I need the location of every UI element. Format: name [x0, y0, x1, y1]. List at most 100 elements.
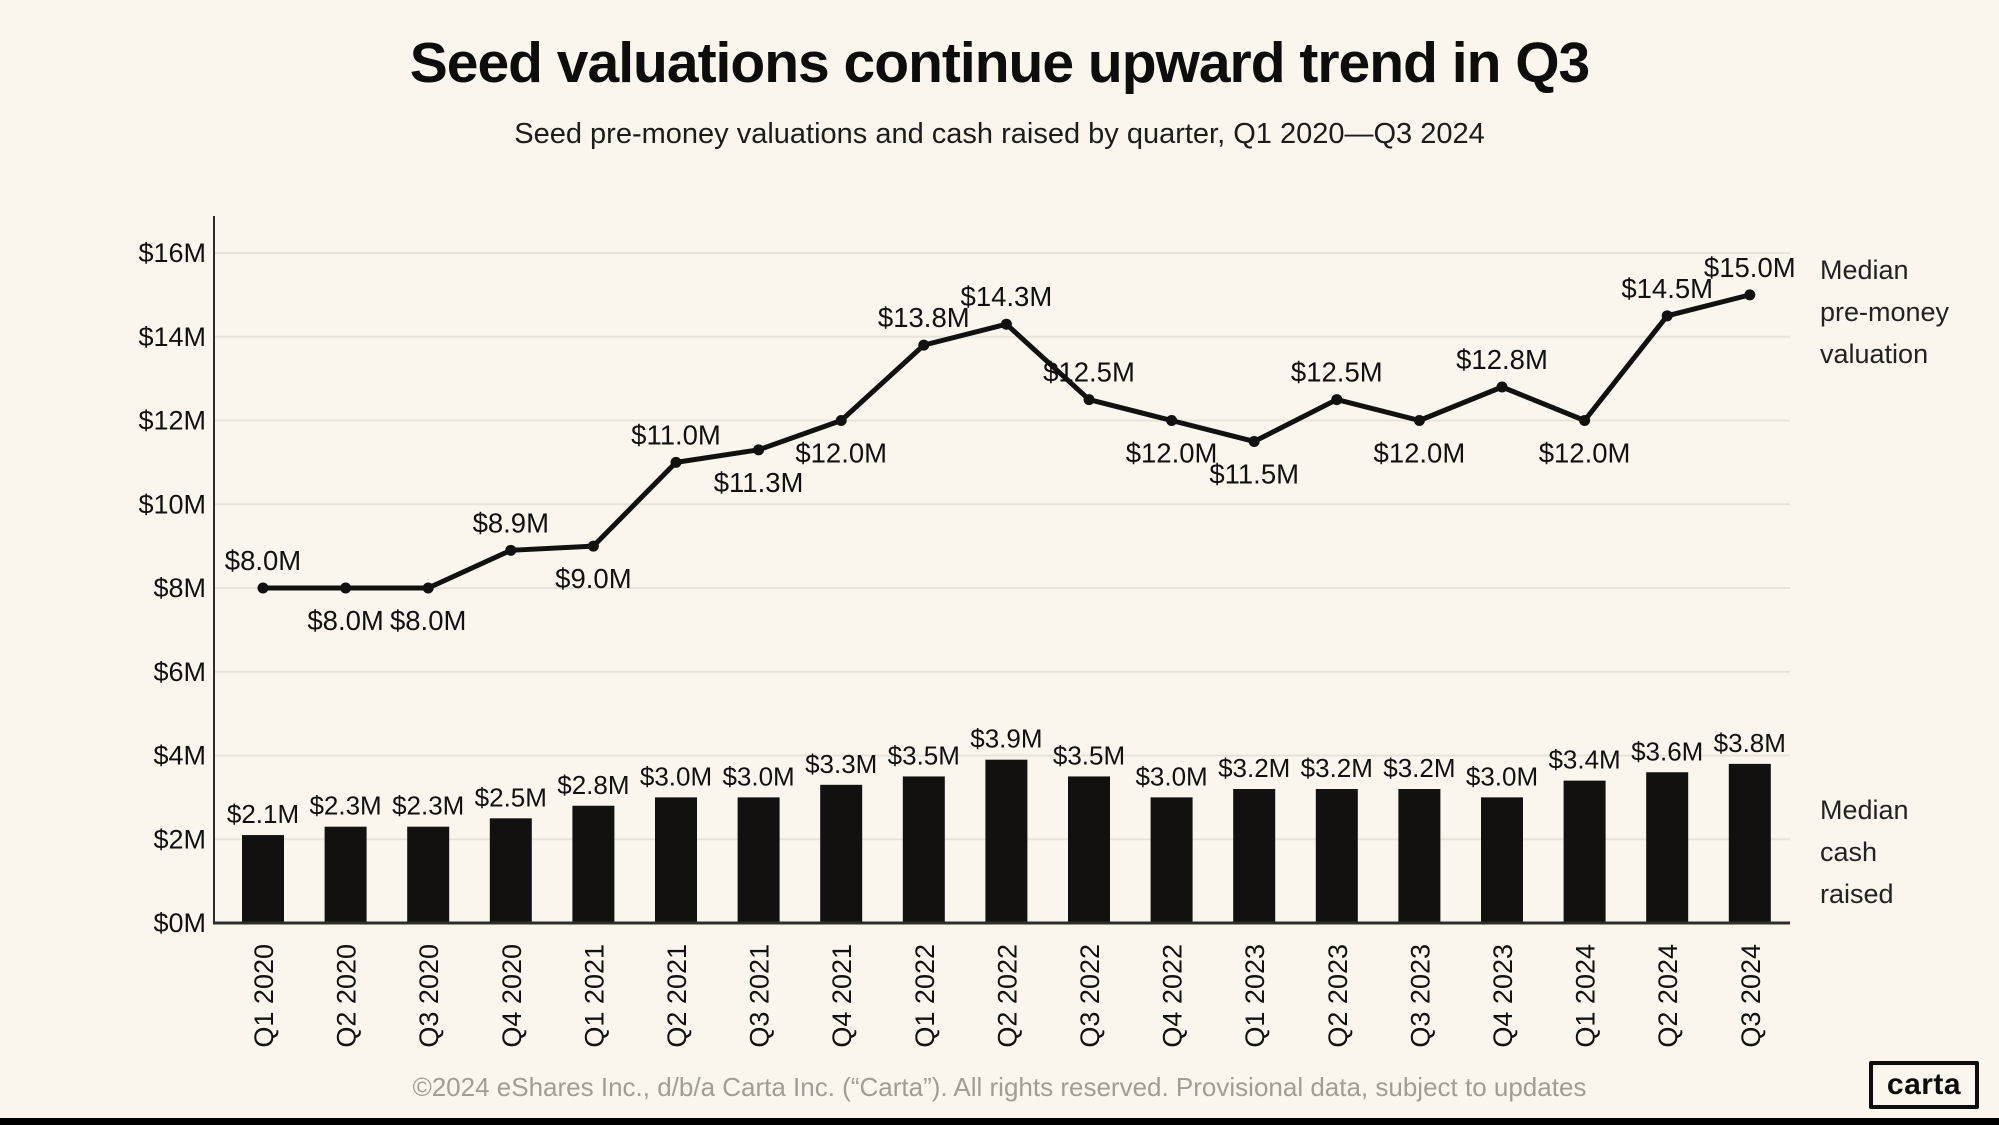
line-point-marker [422, 582, 434, 594]
line-value-label: $12.0M [1126, 438, 1218, 469]
line-legend-row: pre-money [1820, 296, 1950, 327]
bar [407, 826, 450, 923]
line-value-label: $14.3M [961, 281, 1053, 312]
x-axis-category-label: Q2 2020 [332, 944, 362, 1048]
bar [1233, 789, 1276, 923]
line-value-label: $9.0M [555, 563, 631, 594]
line-point-marker [1413, 415, 1425, 426]
line-value-label: $12.8M [1456, 344, 1548, 375]
valuation-line [260, 292, 1753, 591]
bar-value-label: $3.9M [970, 724, 1042, 754]
bar-legend-row: cash [1820, 836, 1878, 867]
x-axis-category-label: Q3 2024 [1736, 944, 1766, 1048]
y-axis-tick-label: $4M [153, 741, 206, 771]
bar [324, 826, 367, 923]
y-axis-tick-label: $12M [138, 406, 206, 436]
bar [1398, 789, 1441, 923]
bar [1315, 789, 1358, 923]
bottom-edge-bar [0, 1118, 1999, 1125]
line-value-label: $11.5M [1209, 458, 1299, 489]
line-point-marker [918, 339, 930, 351]
line-value-label: $8.0M [390, 605, 466, 636]
line-legend-row: valuation [1820, 338, 1929, 369]
x-axis-category-label: Q1 2022 [910, 944, 940, 1048]
line-value-label: $8.9M [473, 507, 549, 538]
x-axis-category-label: Q2 2023 [1323, 944, 1353, 1048]
line-value-label: $12.5M [1043, 357, 1135, 388]
y-axis-tick-label: $6M [153, 657, 206, 687]
line-value-label: $12.0M [795, 438, 887, 469]
line-series-legend: Median pre-money valuation [1820, 250, 1949, 376]
carta-logo: carta [1869, 1061, 1979, 1109]
x-axis-category-label: Q1 2020 [249, 944, 279, 1048]
line-value-label: $8.0M [307, 605, 383, 636]
bar-value-label: $2.3M [309, 791, 381, 821]
line-point-marker [1661, 310, 1673, 322]
bar-value-label: $3.0M [640, 761, 712, 791]
line-point-marker [1579, 415, 1591, 426]
line-value-label: $12.0M [1374, 438, 1466, 469]
bar [655, 797, 697, 923]
bar [242, 835, 284, 923]
x-axis-category-label: Q2 2022 [992, 944, 1022, 1048]
y-axis-tick-label: $10M [138, 489, 206, 519]
line-point-marker [340, 582, 352, 594]
line-point-marker [1000, 318, 1012, 330]
line-value-label: $11.3M [714, 467, 804, 498]
x-axis-category-label: Q2 2021 [662, 944, 692, 1048]
bar-value-label: $3.2M [1301, 753, 1373, 783]
x-axis-category-label: Q4 2023 [1488, 944, 1518, 1048]
bar-series-legend: Median cash raised [1820, 790, 1909, 916]
bar [1728, 763, 1771, 923]
copyright-note: ©2024 eShares Inc., d/b/a Carta Inc. (“C… [412, 1072, 1587, 1102]
bar-value-label: $3.6M [1631, 736, 1703, 766]
x-axis-category-label: Q1 2024 [1571, 944, 1601, 1048]
bar [1481, 797, 1523, 923]
line-value-label: $12.5M [1291, 357, 1383, 388]
line-point-marker [1496, 381, 1508, 393]
line-point-marker [587, 540, 599, 552]
line-point-marker [670, 456, 682, 468]
x-axis-category-label: Q4 2022 [1158, 944, 1188, 1048]
line-point-marker [1248, 435, 1260, 447]
bar [489, 818, 532, 923]
line-point-marker [1083, 394, 1095, 406]
page-title: Seed valuations continue upward trend in… [409, 31, 1591, 95]
bar-value-label: $3.3M [805, 749, 877, 779]
x-axis-category-label: Q3 2023 [1405, 944, 1435, 1048]
bar [737, 797, 780, 923]
line-point-marker [1744, 289, 1756, 301]
bar [985, 759, 1028, 923]
line-point-marker [1166, 415, 1178, 426]
x-axis-category-label: Q2 2024 [1653, 944, 1683, 1048]
bar-legend-row: raised [1820, 878, 1894, 909]
bar-value-label: $3.5M [1053, 740, 1125, 770]
bar [1150, 797, 1193, 923]
line-point-marker [1331, 394, 1343, 406]
bar-value-label: $3.5M [888, 740, 960, 770]
page-subtitle: Seed pre-money valuations and cash raise… [514, 118, 1485, 150]
x-axis-category-label: Q4 2021 [827, 944, 857, 1048]
x-axis-category-label: Q3 2021 [745, 944, 775, 1048]
bar [1068, 776, 1110, 923]
x-axis-category-label: Q4 2020 [497, 944, 527, 1048]
bar-value-label: $3.0M [1466, 761, 1538, 791]
bar-value-label: $3.2M [1383, 753, 1455, 783]
y-axis-tick-label: $0M [153, 908, 206, 938]
line-value-label: $12.0M [1539, 438, 1631, 469]
bar-value-label: $2.8M [557, 770, 629, 800]
y-axis-tick-label: $2M [153, 824, 206, 854]
bar [1563, 780, 1606, 923]
bar [1646, 772, 1689, 923]
line-value-label: $15.0M [1704, 252, 1796, 283]
bar-value-label: $3.2M [1218, 753, 1290, 783]
bar-value-label: $2.5M [475, 782, 547, 812]
x-axis-category-label: Q3 2022 [1075, 944, 1105, 1048]
y-axis-tick-label: $14M [138, 322, 206, 352]
line-value-label: $14.5M [1621, 273, 1713, 304]
bar-value-label: $3.8M [1714, 728, 1786, 758]
x-axis-category-label: Q1 2023 [1240, 944, 1270, 1048]
bar [902, 776, 945, 923]
